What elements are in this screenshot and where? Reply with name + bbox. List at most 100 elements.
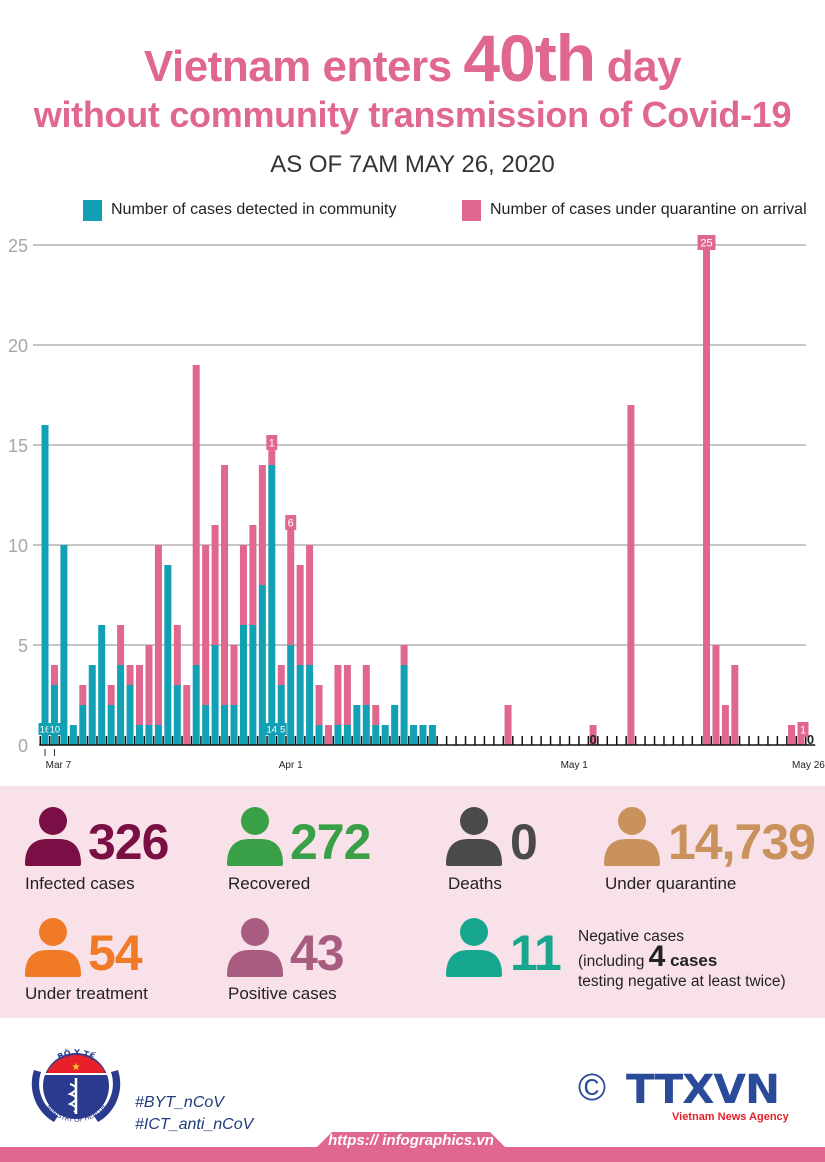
stat-label-recovered: Recovered [228,874,311,893]
y-tick-label: 10 [8,536,28,556]
y-tick-label: 5 [18,636,28,656]
stat-label-quarantine: Under quarantine [605,874,737,893]
ttxvn-logo: TTXVN [626,1068,801,1112]
negative-note-number: 4 [648,940,666,973]
x-tick-label: May 26 [792,760,825,771]
data-label-text: 5 [280,725,285,736]
bar-quarantine [173,625,181,685]
bar-community [117,665,125,745]
legend-label-community: Number of cases detected in community [111,201,397,218]
bar-quarantine [192,365,200,665]
ttxvn-logo-text: TTXVN [626,1067,780,1113]
hashtag-ict: #ICT_anti_nCoV [135,1116,254,1133]
bar-quarantine [287,525,295,645]
data-label-text: 25 [700,238,712,250]
bar-community [249,625,257,745]
bar-quarantine [296,565,304,665]
bar-quarantine [249,525,257,625]
data-label-quarantine: 6 [285,515,297,530]
title-highlight: 40th [463,21,596,95]
bar-quarantine [306,545,314,665]
bar-community [315,725,323,745]
bar-community [211,645,219,745]
svg-text:★: ★ [72,1062,81,1073]
person-icon [446,807,502,866]
bar-community [202,705,210,745]
bar-quarantine [343,665,351,725]
bar-quarantine [731,665,739,745]
bar-quarantine [400,645,408,665]
bar-quarantine [239,545,247,625]
bar-quarantine [315,685,323,725]
data-label-text: 16 [40,725,51,736]
person-icon [604,807,660,866]
bar-community [296,665,304,745]
bar-quarantine [258,465,266,585]
bar-community [372,725,380,745]
stat-label-treatment: Under treatment [25,984,148,1003]
person-icon [227,807,283,866]
bar-community [428,725,436,745]
bar-quarantine [211,525,219,645]
bar-quarantine [627,405,635,745]
bar-community [145,725,153,745]
hashtag-byt: #BYT_nCoV [135,1094,224,1111]
data-label-text: 6 [288,518,294,530]
data-label-text: 0 [589,732,596,747]
bar-quarantine [504,705,512,745]
bar-community [381,725,389,745]
bar-community [192,665,200,745]
bar-quarantine [325,725,332,745]
stat-value-positive: 43 [290,925,345,981]
bar-community [239,625,247,745]
negative-note-line3: testing negative at least twice) [578,973,786,990]
bar-community [391,705,399,745]
y-tick-label: 25 [8,236,28,256]
agency-name: Vietnam News Agency [672,1111,789,1123]
data-label-text: 10 [50,725,61,736]
legend-label-quarantine: Number of cases under quarantine on arri… [490,201,807,218]
negative-note-line1: Negative cases [578,928,684,945]
stat-label-positive: Positive cases [228,984,337,1003]
data-label-quarantine: 1 [266,435,278,450]
x-tick-label: Apr 1 [279,760,303,771]
bar-quarantine [221,465,229,705]
bar-community [268,465,276,745]
bar-community [41,425,49,745]
legend-swatch-quarantine [462,199,481,221]
svg-text:BỘ Y TẾ: BỘ Y TẾ [56,1048,98,1062]
bar-community [50,685,58,745]
bar-quarantine [202,545,210,705]
bar-quarantine [268,445,276,465]
data-label-text: 1 [269,438,275,450]
logo-top-text: BỘ Y TẾ [56,1048,98,1062]
bar-community [419,725,427,745]
page-title-line2: without community transmission of Covid-… [33,94,792,135]
bar-quarantine [372,705,380,725]
data-label-quarantine: 25 [697,235,716,250]
legend-quarantine: Number of cases under quarantine on arri… [462,199,807,221]
stat-value-quarantine: 14,739 [668,814,816,870]
bar-community [173,685,181,745]
bar-quarantine [154,545,162,725]
bar-community [277,685,285,745]
bar-quarantine [788,725,796,745]
bar-quarantine [117,625,125,665]
bar-quarantine [589,725,597,745]
data-label-community: 0 [807,732,814,747]
bar-community [107,705,115,745]
person-icon [227,918,283,977]
bar-community [136,725,143,745]
data-label-community: 16 [38,723,52,736]
bar-quarantine [50,665,58,685]
stat-label-infected: Infected cases [25,874,135,893]
stat-value-recovered: 272 [290,814,371,870]
copyright-icon: © [578,1067,606,1109]
footer-url-link[interactable]: https:// infographics.vn [328,1132,494,1149]
bar-community [287,645,295,745]
bar-quarantine [703,245,710,745]
bar-quarantine [136,665,143,725]
legend-community: Number of cases detected in community [83,199,396,221]
bar-community [334,725,342,745]
